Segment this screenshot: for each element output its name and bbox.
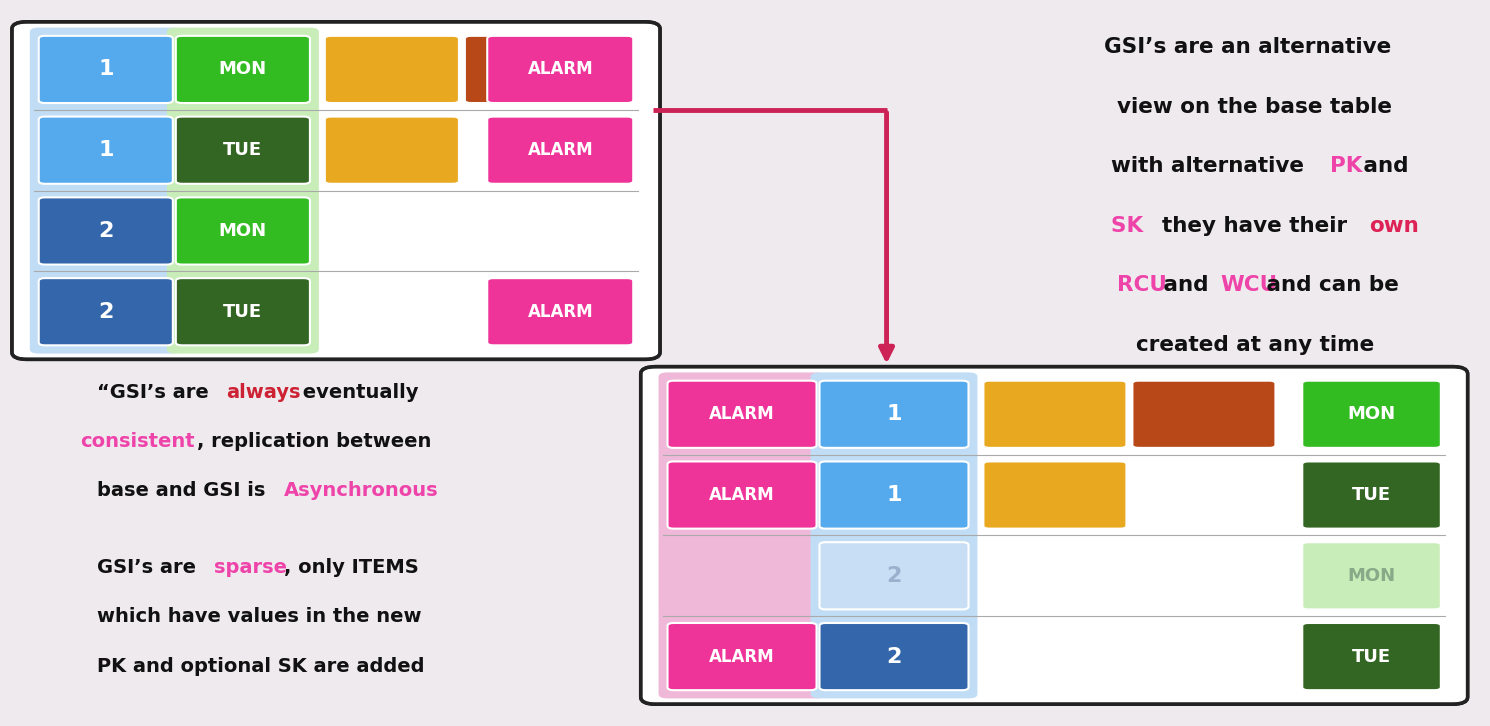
Text: 2: 2 (887, 566, 901, 586)
FancyBboxPatch shape (811, 372, 977, 698)
FancyBboxPatch shape (325, 117, 459, 184)
FancyBboxPatch shape (820, 462, 969, 529)
FancyBboxPatch shape (465, 36, 599, 103)
Text: SK: SK (1110, 216, 1158, 236)
Text: WCU: WCU (1220, 275, 1277, 295)
FancyBboxPatch shape (176, 278, 310, 346)
Text: and can be: and can be (1259, 275, 1399, 295)
FancyBboxPatch shape (30, 28, 182, 354)
FancyBboxPatch shape (325, 36, 459, 103)
Text: GSI’s are: GSI’s are (97, 558, 203, 576)
Text: RCU: RCU (1118, 275, 1167, 295)
FancyBboxPatch shape (1302, 623, 1441, 690)
Text: “GSI’s are: “GSI’s are (97, 383, 216, 401)
Text: base and GSI is: base and GSI is (97, 481, 273, 500)
Text: ALARM: ALARM (709, 486, 775, 504)
Text: TUE: TUE (224, 303, 262, 321)
Text: MON: MON (219, 60, 267, 78)
Text: Asynchronous: Asynchronous (285, 481, 438, 500)
FancyBboxPatch shape (1302, 542, 1441, 609)
Text: always: always (226, 383, 301, 401)
Text: which have values in the new: which have values in the new (97, 607, 422, 626)
Text: view on the base table: view on the base table (1118, 97, 1392, 117)
FancyBboxPatch shape (1302, 462, 1441, 529)
Text: TUE: TUE (224, 141, 262, 159)
Text: PK: PK (1331, 156, 1362, 176)
Text: MON: MON (1347, 567, 1396, 585)
Text: eventually: eventually (295, 383, 419, 401)
FancyBboxPatch shape (668, 380, 817, 448)
Text: GSI’s are an alternative: GSI’s are an alternative (1104, 37, 1392, 57)
FancyBboxPatch shape (983, 380, 1126, 448)
Text: TUE: TUE (1351, 648, 1392, 666)
Text: and: and (1356, 156, 1408, 176)
FancyBboxPatch shape (668, 462, 817, 529)
Text: and: and (1156, 275, 1216, 295)
FancyBboxPatch shape (1132, 380, 1275, 448)
Text: TUE: TUE (1351, 486, 1392, 504)
FancyBboxPatch shape (659, 372, 825, 698)
FancyBboxPatch shape (983, 462, 1126, 529)
FancyBboxPatch shape (39, 117, 173, 184)
Text: consistent: consistent (80, 432, 195, 451)
FancyBboxPatch shape (668, 623, 817, 690)
Text: ALARM: ALARM (709, 405, 775, 423)
Text: sparse: sparse (215, 558, 288, 576)
Text: , only ITEMS: , only ITEMS (285, 558, 419, 576)
Text: ALARM: ALARM (709, 648, 775, 666)
FancyBboxPatch shape (39, 197, 173, 264)
FancyBboxPatch shape (176, 36, 310, 103)
Text: ALARM: ALARM (527, 141, 593, 159)
Text: 1: 1 (98, 140, 113, 160)
Text: 2: 2 (98, 302, 113, 322)
FancyBboxPatch shape (12, 22, 660, 359)
FancyBboxPatch shape (820, 380, 969, 448)
FancyBboxPatch shape (167, 28, 319, 354)
Text: PK and optional SK are added: PK and optional SK are added (97, 656, 425, 675)
Text: created at any time: created at any time (1137, 335, 1375, 355)
Text: 1: 1 (887, 404, 901, 424)
FancyBboxPatch shape (641, 367, 1468, 704)
FancyBboxPatch shape (176, 197, 310, 264)
Text: they have their: they have their (1162, 216, 1354, 236)
Text: 2: 2 (98, 221, 113, 241)
FancyBboxPatch shape (487, 36, 633, 103)
Text: ALARM: ALARM (527, 303, 593, 321)
FancyBboxPatch shape (487, 117, 633, 184)
FancyBboxPatch shape (39, 36, 173, 103)
Text: 1: 1 (98, 60, 113, 79)
Text: MON: MON (219, 222, 267, 240)
Text: ALARM: ALARM (527, 60, 593, 78)
FancyBboxPatch shape (1302, 380, 1441, 448)
Text: with alternative: with alternative (1110, 156, 1311, 176)
Text: own: own (1369, 216, 1418, 236)
FancyBboxPatch shape (176, 117, 310, 184)
Text: , replication between: , replication between (197, 432, 431, 451)
FancyBboxPatch shape (487, 278, 633, 346)
Text: 2: 2 (887, 647, 901, 666)
FancyBboxPatch shape (39, 278, 173, 346)
Text: MON: MON (1347, 405, 1396, 423)
FancyBboxPatch shape (820, 542, 969, 609)
Text: 1: 1 (887, 485, 901, 505)
FancyBboxPatch shape (820, 623, 969, 690)
